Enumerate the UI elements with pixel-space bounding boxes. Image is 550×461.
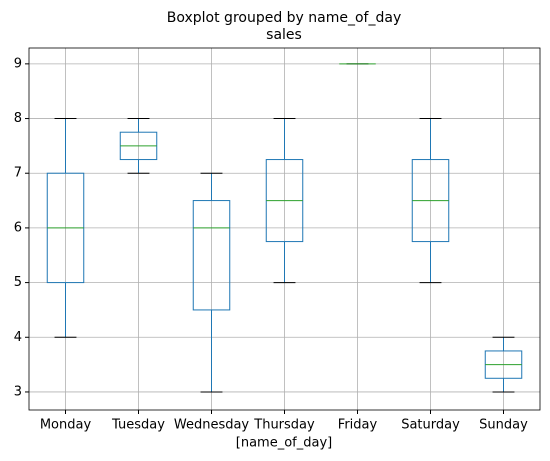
x-axis-label: [name_of_day] [236, 436, 332, 451]
chart-suptitle: Boxplot grouped by name_of_day [167, 10, 402, 26]
x-tick-label: Saturday [401, 418, 460, 433]
y-tick-label: 4 [14, 330, 22, 345]
x-tick-label: Wednesday [174, 418, 250, 433]
x-tick-label: Monday [40, 418, 92, 433]
x-tick-label: Friday [338, 418, 378, 433]
chart-title: sales [266, 27, 302, 43]
x-tick-label: Thursday [253, 418, 315, 433]
x-tick-label: Tuesday [111, 418, 165, 433]
y-tick-label: 7 [14, 166, 22, 181]
y-tick-label: 5 [14, 275, 22, 290]
y-tick-label: 3 [14, 384, 22, 399]
plot-frame [28, 47, 541, 411]
x-tick-label: Sunday [479, 418, 528, 433]
y-tick-label: 6 [14, 220, 22, 235]
box [192, 200, 231, 311]
y-tick-label: 9 [14, 56, 22, 71]
y-tick-label: 8 [14, 111, 22, 126]
